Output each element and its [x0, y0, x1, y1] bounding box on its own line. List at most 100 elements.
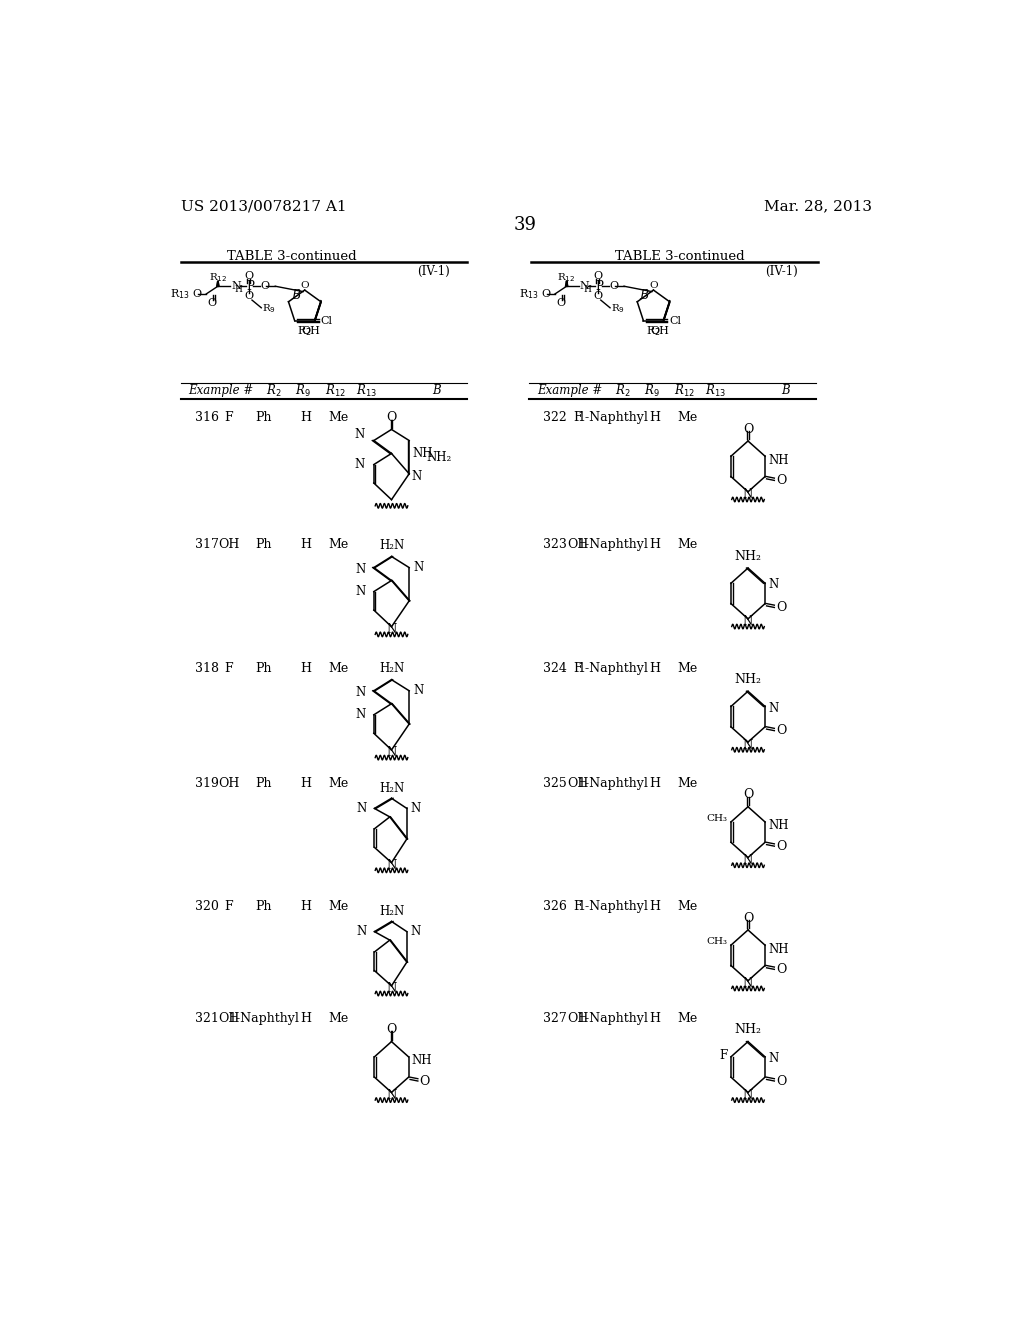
- Text: F: F: [573, 661, 582, 675]
- Text: O: O: [245, 292, 254, 301]
- Text: H: H: [649, 661, 660, 675]
- Text: O: O: [776, 601, 786, 614]
- Text: Mar. 28, 2013: Mar. 28, 2013: [764, 199, 871, 213]
- Text: Me: Me: [678, 412, 697, 425]
- Text: N: N: [354, 458, 365, 471]
- Text: R$_{13}$: R$_{13}$: [170, 286, 190, 301]
- Text: NH₂: NH₂: [734, 1023, 762, 1036]
- Text: O: O: [776, 725, 786, 737]
- Text: N: N: [742, 1089, 753, 1102]
- Text: B: B: [291, 289, 300, 302]
- Text: O: O: [556, 298, 565, 308]
- Text: Example #: Example #: [538, 384, 602, 397]
- Text: N: N: [386, 1089, 396, 1102]
- Text: O: O: [300, 281, 309, 290]
- Text: CH₃: CH₃: [707, 813, 728, 822]
- Text: H: H: [301, 900, 311, 913]
- Text: F: F: [720, 1049, 728, 1061]
- Text: 321: 321: [195, 1012, 218, 1026]
- Text: OH: OH: [301, 326, 321, 337]
- Text: N: N: [412, 470, 422, 483]
- Text: TABLE 3-continued: TABLE 3-continued: [227, 249, 357, 263]
- Text: N: N: [742, 977, 753, 990]
- Text: (IV-1): (IV-1): [766, 265, 799, 279]
- Text: O: O: [742, 788, 754, 801]
- Text: R$_2$: R$_2$: [614, 383, 630, 399]
- Text: O: O: [776, 840, 786, 853]
- Text: R$_9$: R$_9$: [611, 302, 625, 315]
- Text: R$_{12}$: R$_{12}$: [557, 272, 575, 284]
- Text: N: N: [355, 585, 366, 598]
- Text: O: O: [420, 1074, 430, 1088]
- Text: O: O: [207, 298, 216, 308]
- Text: OH: OH: [218, 777, 240, 791]
- Text: H: H: [649, 900, 660, 913]
- Text: O: O: [245, 271, 254, 281]
- Text: Me: Me: [329, 539, 349, 552]
- Text: 317: 317: [195, 539, 218, 552]
- Text: NH: NH: [768, 942, 788, 956]
- Text: O: O: [742, 912, 754, 924]
- Text: NH₂: NH₂: [426, 450, 452, 463]
- Text: H: H: [301, 412, 311, 425]
- Text: OH: OH: [567, 777, 588, 791]
- Text: H₂N: H₂N: [379, 663, 404, 675]
- Text: F: F: [573, 412, 582, 425]
- Text: 319: 319: [195, 777, 218, 791]
- Text: 1-Naphthyl: 1-Naphthyl: [578, 1012, 648, 1026]
- Text: N: N: [742, 739, 753, 751]
- Text: O: O: [593, 292, 602, 301]
- Text: O: O: [742, 422, 754, 436]
- Text: R$_2$: R$_2$: [266, 383, 282, 399]
- Text: 1-Naphthyl: 1-Naphthyl: [578, 900, 648, 913]
- Text: 318: 318: [195, 661, 219, 675]
- Text: R$_{13}$: R$_{13}$: [705, 383, 726, 399]
- Text: B: B: [640, 289, 648, 302]
- Text: N: N: [742, 488, 753, 502]
- Text: H: H: [584, 285, 592, 294]
- Text: N: N: [354, 429, 365, 441]
- Text: N: N: [410, 803, 420, 814]
- Text: F: F: [573, 900, 582, 913]
- Text: 322: 322: [544, 412, 567, 425]
- Text: 1-Naphthyl: 1-Naphthyl: [578, 539, 648, 552]
- Text: 1-Naphthyl: 1-Naphthyl: [578, 412, 648, 425]
- Text: Ph: Ph: [255, 412, 272, 425]
- Text: O: O: [386, 411, 396, 424]
- Text: H: H: [301, 539, 311, 552]
- Text: N: N: [231, 281, 241, 292]
- Text: N: N: [768, 578, 778, 591]
- Text: O: O: [593, 271, 602, 281]
- Text: H: H: [649, 777, 660, 791]
- Text: NH: NH: [413, 446, 433, 459]
- Text: NH: NH: [412, 1055, 432, 1067]
- Text: H: H: [301, 661, 311, 675]
- Text: O: O: [541, 289, 550, 298]
- Text: H: H: [234, 285, 243, 294]
- Text: Me: Me: [329, 412, 349, 425]
- Text: O: O: [776, 1074, 786, 1088]
- Text: OH: OH: [567, 1012, 588, 1026]
- Text: H: H: [301, 777, 311, 791]
- Text: R$_{12}$: R$_{12}$: [326, 383, 346, 399]
- Text: 39: 39: [513, 216, 537, 235]
- Text: 1-Naphthyl: 1-Naphthyl: [578, 661, 648, 675]
- Text: Me: Me: [678, 661, 697, 675]
- Text: H₂N: H₂N: [379, 539, 404, 552]
- Text: N: N: [742, 615, 753, 628]
- Text: 316: 316: [195, 412, 219, 425]
- Text: NH₂: NH₂: [734, 549, 762, 562]
- Text: O: O: [609, 281, 618, 292]
- Text: O: O: [776, 962, 786, 975]
- Text: 327: 327: [544, 1012, 567, 1026]
- Text: Me: Me: [678, 539, 697, 552]
- Text: Ph: Ph: [255, 661, 272, 675]
- Text: Example #: Example #: [188, 384, 254, 397]
- Text: B: B: [432, 384, 440, 397]
- Text: N: N: [580, 281, 590, 292]
- Text: Cl: Cl: [669, 315, 681, 326]
- Text: N: N: [410, 925, 420, 939]
- Text: OH: OH: [218, 539, 240, 552]
- Text: N: N: [386, 747, 396, 759]
- Text: P: P: [595, 280, 603, 293]
